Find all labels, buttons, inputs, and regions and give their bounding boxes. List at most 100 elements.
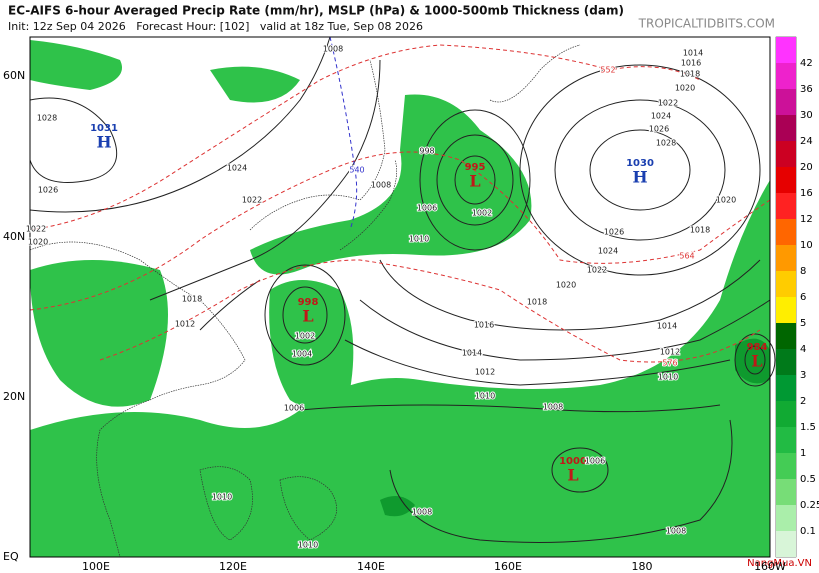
isobar-label: 1014	[683, 49, 703, 58]
colorbar-swatch	[776, 193, 796, 219]
isobar-label: 1006	[284, 404, 304, 413]
isobar-label: 1018	[527, 298, 547, 307]
isobar	[149, 59, 381, 301]
isobar-label: 1026	[649, 125, 669, 134]
colorbar-swatch	[776, 37, 796, 63]
isobar	[554, 99, 726, 241]
precip-area	[30, 40, 122, 90]
precip-area	[380, 496, 415, 517]
colorbar-label: 10	[800, 240, 813, 251]
isobar-label: 1026	[38, 186, 58, 195]
colorbar-label: 0.5	[800, 474, 816, 485]
isobar-label: 1008	[323, 45, 343, 54]
isobar-label: 1018	[182, 295, 202, 304]
colorbar-swatch	[776, 479, 796, 505]
isobar-label: 1022	[242, 196, 262, 205]
isobar-label: 1020	[716, 196, 736, 205]
isobar-label: 1020	[28, 238, 48, 247]
coastline	[489, 44, 581, 103]
isobar	[744, 345, 766, 375]
isobar-label: 1024	[598, 247, 618, 256]
isobar	[589, 129, 691, 211]
precip-area	[269, 280, 354, 408]
longitude-label: 100E	[82, 560, 110, 573]
center-letter: H	[96, 133, 111, 152]
colorbar-swatch	[776, 245, 796, 271]
site-name: TROPICALTIDBITS.COM	[638, 17, 775, 31]
thickness-label: 540	[349, 166, 364, 175]
map-frame	[29, 36, 771, 558]
colorbar-swatch	[776, 427, 796, 453]
latitude-label: 40N	[3, 230, 25, 243]
colorbar-label: 12	[800, 214, 813, 225]
isobar-label: 1006	[585, 457, 605, 466]
isobar-label: 1008	[371, 181, 391, 190]
isobar	[454, 155, 496, 205]
colorbar-label: 30	[800, 110, 813, 121]
isobar-label: 1006	[417, 204, 437, 213]
center-pressure: 1000	[559, 456, 587, 467]
isobar-label: 1002	[472, 209, 492, 218]
coastline	[279, 476, 338, 541]
thickness-line	[29, 44, 701, 231]
center-pressure: 1030	[626, 158, 654, 169]
center-letter: L	[469, 172, 480, 191]
isobar-label: 1010	[658, 373, 678, 382]
isobar	[264, 264, 346, 366]
isobar-label: 1008	[543, 403, 563, 412]
colorbar-swatch	[776, 63, 796, 89]
colorbar-label: 36	[800, 84, 813, 95]
center-letter: L	[567, 466, 578, 485]
colorbar-swatch	[776, 375, 796, 401]
longitude-label: 160W	[754, 560, 786, 573]
colorbar-swatch	[776, 505, 796, 531]
thickness-lines	[29, 36, 771, 363]
colorbar-label: 6	[800, 292, 806, 303]
colorbar-swatch	[776, 167, 796, 193]
precip-area	[250, 94, 532, 275]
latitude-label: 60N	[3, 69, 25, 82]
isobar-label: 1022	[658, 99, 678, 108]
watermark: NangMua.VN	[747, 558, 812, 569]
precip-areas	[30, 40, 770, 557]
isobar-label: 1024	[651, 112, 671, 121]
colorbar-label: 0.25	[800, 500, 819, 511]
isobar-label: 1026	[604, 228, 624, 237]
isobar-label: 1020	[675, 84, 695, 93]
thickness-label: 552	[600, 66, 615, 75]
colorbar-label: 16	[800, 188, 813, 199]
isobar-label: 1010	[298, 541, 318, 550]
longitude-label: 140E	[357, 560, 385, 573]
isobar-label: 1014	[462, 349, 482, 358]
thickness-label: 576	[662, 359, 677, 368]
colorbar-swatch	[776, 349, 796, 375]
colorbar-label: 3	[800, 370, 806, 381]
isobar-label: 1008	[666, 527, 686, 536]
isobar-label: 1028	[37, 114, 57, 123]
longitude-label: 160E	[494, 560, 522, 573]
isobar	[551, 447, 609, 493]
isobar	[359, 299, 771, 361]
isobar-label: 1022	[587, 266, 607, 275]
isobar-label: 1016	[474, 321, 494, 330]
coastlines	[29, 44, 581, 558]
isobar-label: 1018	[690, 226, 710, 235]
coastline	[339, 159, 397, 251]
center-pressure: 998	[298, 297, 319, 308]
title: EC-AIFS 6-hour Averaged Precip Rate (mm/…	[8, 4, 624, 18]
colorbar-label: 4	[800, 344, 806, 355]
isobar	[299, 404, 721, 413]
colorbar-label: 24	[800, 136, 813, 147]
isobar	[199, 279, 261, 331]
isobar-label: 1012	[660, 348, 680, 357]
isobar	[344, 339, 731, 386]
precip-area	[30, 180, 770, 557]
isobar	[419, 109, 531, 251]
colorbar-swatch	[776, 401, 796, 427]
thickness-line	[29, 151, 771, 311]
colorbar-swatch	[776, 323, 796, 349]
isobar	[519, 64, 761, 276]
coastline	[249, 59, 386, 231]
colorbar-swatch	[776, 219, 796, 245]
isobar	[29, 36, 331, 213]
